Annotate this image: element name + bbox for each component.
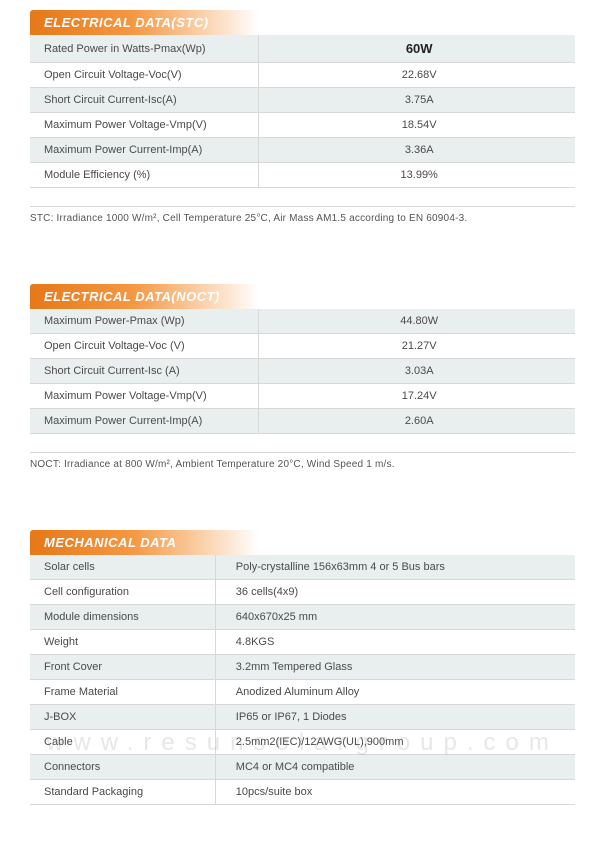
table-row: Module dimensions640x670x25 mm: [30, 605, 575, 630]
row-label: Open Circuit Voltage-Voc(V): [30, 63, 259, 88]
row-label: Front Cover: [30, 655, 215, 680]
noct-table: Maximum Power-Pmax (Wp)44.80WOpen Circui…: [30, 309, 575, 434]
table-row: Maximum Power Voltage-Vmp(V)18.54V: [30, 113, 575, 138]
table-row: Weight4.8KGS: [30, 630, 575, 655]
row-value: 21.27V: [259, 334, 575, 359]
row-label: Maximum Power-Pmax (Wp): [30, 309, 259, 334]
row-value: IP65 or IP67, 1 Diodes: [215, 705, 575, 730]
stc-footnote: STC: Irradiance 1000 W/m², Cell Temperat…: [30, 206, 575, 224]
row-value: 22.68V: [259, 63, 575, 88]
row-label: Maximum Power Voltage-Vmp(V): [30, 384, 259, 409]
row-value: 17.24V: [259, 384, 575, 409]
row-value: 3.36A: [259, 138, 575, 163]
row-value: 36 cells(4x9): [215, 580, 575, 605]
table-row: Front Cover3.2mm Tempered Glass: [30, 655, 575, 680]
row-label: Cell configuration: [30, 580, 215, 605]
row-label: Short Circuit Current-Isc(A): [30, 88, 259, 113]
row-label: Frame Material: [30, 680, 215, 705]
row-label: J-BOX: [30, 705, 215, 730]
row-label: Solar cells: [30, 555, 215, 580]
table-row: Maximum Power Voltage-Vmp(V)17.24V: [30, 384, 575, 409]
row-value: 13.99%: [259, 163, 575, 188]
row-value: 3.03A: [259, 359, 575, 384]
row-label: Connectors: [30, 755, 215, 780]
row-value: 3.2mm Tempered Glass: [215, 655, 575, 680]
table-row: Open Circuit Voltage-Voc (V)21.27V: [30, 334, 575, 359]
table-row: Maximum Power Current-Imp(A)3.36A: [30, 138, 575, 163]
row-value: 10pcs/suite box: [215, 780, 575, 805]
mech-header: MECHANICAL DATA: [30, 530, 259, 555]
stc-section: ELECTRICAL DATA(STC) Rated Power in Watt…: [30, 10, 575, 188]
noct-section: ELECTRICAL DATA(NOCT) Maximum Power-Pmax…: [30, 284, 575, 434]
table-row: Maximum Power-Pmax (Wp)44.80W: [30, 309, 575, 334]
row-label: Weight: [30, 630, 215, 655]
table-row: J-BOXIP65 or IP67, 1 Diodes: [30, 705, 575, 730]
row-label: Cable: [30, 730, 215, 755]
noct-footnote: NOCT: Irradiance at 800 W/m², Ambient Te…: [30, 452, 575, 470]
table-row: Solar cellsPoly-crystalline 156x63mm 4 o…: [30, 555, 575, 580]
table-row: Open Circuit Voltage-Voc(V)22.68V: [30, 63, 575, 88]
row-value: 640x670x25 mm: [215, 605, 575, 630]
row-value: 60W: [259, 35, 575, 63]
table-row: Module Efficiency (%)13.99%: [30, 163, 575, 188]
row-value: 18.54V: [259, 113, 575, 138]
table-row: Frame MaterialAnodized Aluminum Alloy: [30, 680, 575, 705]
row-value: 3.75A: [259, 88, 575, 113]
row-value: MC4 or MC4 compatible: [215, 755, 575, 780]
row-value: 4.8KGS: [215, 630, 575, 655]
row-label: Maximum Power Voltage-Vmp(V): [30, 113, 259, 138]
row-label: Short Circuit Current-Isc (A): [30, 359, 259, 384]
table-row: Cell configuration36 cells(4x9): [30, 580, 575, 605]
row-label: Rated Power in Watts-Pmax(Wp): [30, 35, 259, 63]
row-label: Module Efficiency (%): [30, 163, 259, 188]
table-row: Short Circuit Current-Isc(A)3.75A: [30, 88, 575, 113]
table-row: Rated Power in Watts-Pmax(Wp)60W: [30, 35, 575, 63]
table-row: Maximum Power Current-Imp(A)2.60A: [30, 409, 575, 434]
table-row: Standard Packaging10pcs/suite box: [30, 780, 575, 805]
row-value: Anodized Aluminum Alloy: [215, 680, 575, 705]
mech-section: MECHANICAL DATA Solar cellsPoly-crystall…: [30, 530, 575, 805]
row-label: Maximum Power Current-Imp(A): [30, 409, 259, 434]
noct-header: ELECTRICAL DATA(NOCT): [30, 284, 259, 309]
stc-header: ELECTRICAL DATA(STC): [30, 10, 259, 35]
table-row: Short Circuit Current-Isc (A)3.03A: [30, 359, 575, 384]
row-label: Open Circuit Voltage-Voc (V): [30, 334, 259, 359]
table-row: ConnectorsMC4 or MC4 compatible: [30, 755, 575, 780]
mech-table: Solar cellsPoly-crystalline 156x63mm 4 o…: [30, 555, 575, 805]
row-value: Poly-crystalline 156x63mm 4 or 5 Bus bar…: [215, 555, 575, 580]
table-row: Cable2.5mm2(IEC)/12AWG(UL),900mm: [30, 730, 575, 755]
row-label: Maximum Power Current-Imp(A): [30, 138, 259, 163]
stc-table: Rated Power in Watts-Pmax(Wp)60WOpen Cir…: [30, 35, 575, 188]
row-label: Standard Packaging: [30, 780, 215, 805]
row-value: 2.5mm2(IEC)/12AWG(UL),900mm: [215, 730, 575, 755]
row-label: Module dimensions: [30, 605, 215, 630]
row-value: 44.80W: [259, 309, 575, 334]
row-value: 2.60A: [259, 409, 575, 434]
